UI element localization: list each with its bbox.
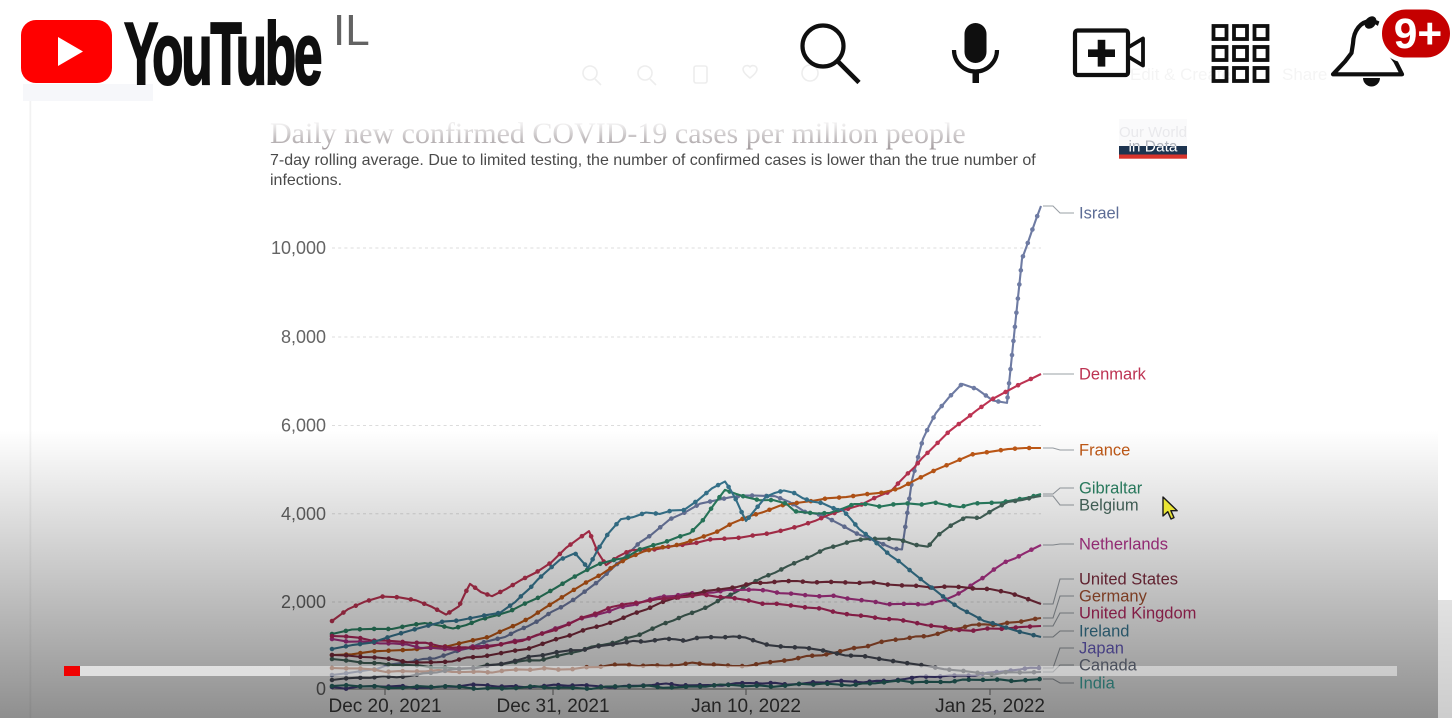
svg-text:Israel: Israel — [1079, 205, 1119, 223]
svg-text:India: India — [1079, 675, 1116, 693]
svg-text:in Data: in Data — [1128, 139, 1177, 156]
svg-text:YouTube: YouTube — [124, 6, 321, 104]
svg-text:Japan: Japan — [1079, 640, 1124, 658]
svg-text:Edit & Create: Edit & Create — [1130, 65, 1231, 84]
svg-text:Share: Share — [1282, 65, 1327, 84]
svg-text:Denmark: Denmark — [1079, 366, 1147, 384]
svg-text:9+: 9+ — [1394, 11, 1442, 58]
svg-text:Our World: Our World — [1119, 124, 1187, 141]
svg-text:infections.: infections. — [270, 172, 342, 189]
svg-text:in Data: in Data — [1128, 139, 1177, 156]
svg-text:10,000: 10,000 — [271, 238, 326, 258]
svg-text:Canada: Canada — [1079, 657, 1138, 675]
svg-text:IL: IL — [333, 6, 370, 55]
svg-text:8,000: 8,000 — [281, 327, 326, 347]
